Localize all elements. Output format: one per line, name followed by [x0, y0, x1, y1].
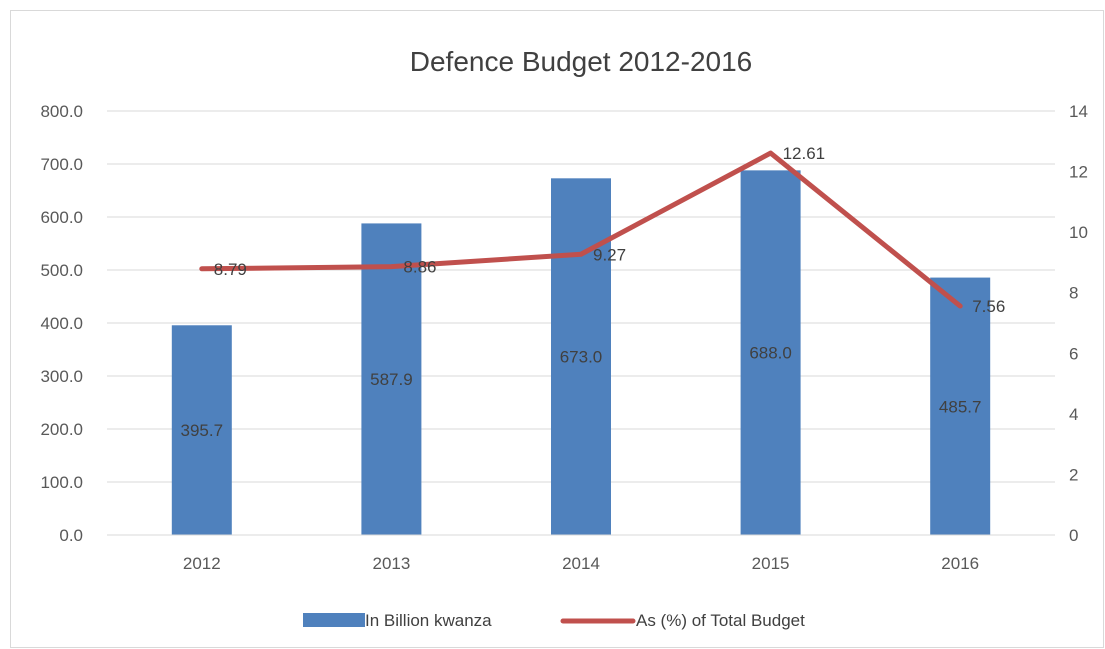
x-tick-label: 2013 — [372, 554, 410, 573]
y-right-tick-label: 2 — [1069, 465, 1078, 484]
line-point — [199, 266, 204, 271]
legend-bar-swatch — [303, 613, 365, 627]
legend-label: In Billion kwanza — [365, 611, 492, 630]
bar-data-label: 673.0 — [560, 348, 603, 367]
y-right-tick-label: 8 — [1069, 284, 1078, 303]
line-data-label: 8.79 — [214, 260, 247, 279]
y-left-tick-label: 300.0 — [40, 367, 83, 386]
y-left-tick-label: 500.0 — [40, 261, 83, 280]
chart-area: Defence Budget 2012-2016 0.0 100.0 200.0 30… — [10, 10, 1104, 648]
y-right-tick-label: 14 — [1069, 102, 1088, 121]
y-left-tick-label: 700.0 — [40, 155, 83, 174]
line-data-label: 9.27 — [593, 245, 626, 264]
line-point — [389, 264, 394, 269]
line-point — [768, 151, 773, 156]
y-left-tick-label: 200.0 — [40, 420, 83, 439]
x-tick-label: 2012 — [183, 554, 221, 573]
x-tick-label: 2015 — [752, 554, 790, 573]
line-point — [958, 304, 963, 309]
bar — [171, 325, 232, 535]
y-left-tick-label: 600.0 — [40, 208, 83, 227]
chart-title: Defence Budget 2012-2016 — [410, 46, 753, 77]
bar — [740, 170, 801, 536]
y-left-tick-label: 400.0 — [40, 314, 83, 333]
bar — [930, 277, 991, 535]
y-right-tick-label: 12 — [1069, 163, 1088, 182]
line-series — [199, 150, 963, 309]
x-tick-label: 2014 — [562, 554, 600, 573]
bar-data-label: 395.7 — [181, 421, 224, 440]
bar-data-label: 688.0 — [749, 344, 792, 363]
y-right-tick-label: 4 — [1069, 405, 1078, 424]
axes: 0.0100.0200.0300.0400.0500.0600.0700.080… — [40, 102, 1087, 573]
x-tick-label: 2016 — [941, 554, 979, 573]
line-data-label: 7.56 — [972, 297, 1005, 316]
y-left-tick-label: 0.0 — [59, 526, 83, 545]
combo-chart: Defence Budget 2012-2016 0.0 100.0 200.0 30… — [40, 46, 1087, 630]
line-data-label: 8.86 — [403, 258, 436, 277]
data-labels: 395.7 587.9 673.0 688.0 485.7 8.79 8.86 9.27 12.… — [181, 144, 1006, 440]
y-right-tick-label: 10 — [1069, 223, 1088, 242]
bar-series — [171, 170, 991, 536]
y-right-tick-label: 0 — [1069, 526, 1078, 545]
line-point — [579, 252, 583, 257]
y-left-tick-label: 100.0 — [40, 473, 83, 492]
legend-label: As (%) of Total Budget — [636, 611, 805, 630]
y-right-tick-label: 6 — [1069, 344, 1078, 363]
y-left-tick-label: 800.0 — [40, 102, 83, 121]
bar-data-label: 587.9 — [370, 370, 413, 389]
bar — [361, 223, 422, 535]
line-data-label: 12.61 — [783, 144, 826, 163]
bar — [551, 178, 611, 535]
bar-data-label: 485.7 — [939, 397, 982, 416]
legend: In Billion kwanza As (%) of Total Budget — [303, 611, 805, 630]
